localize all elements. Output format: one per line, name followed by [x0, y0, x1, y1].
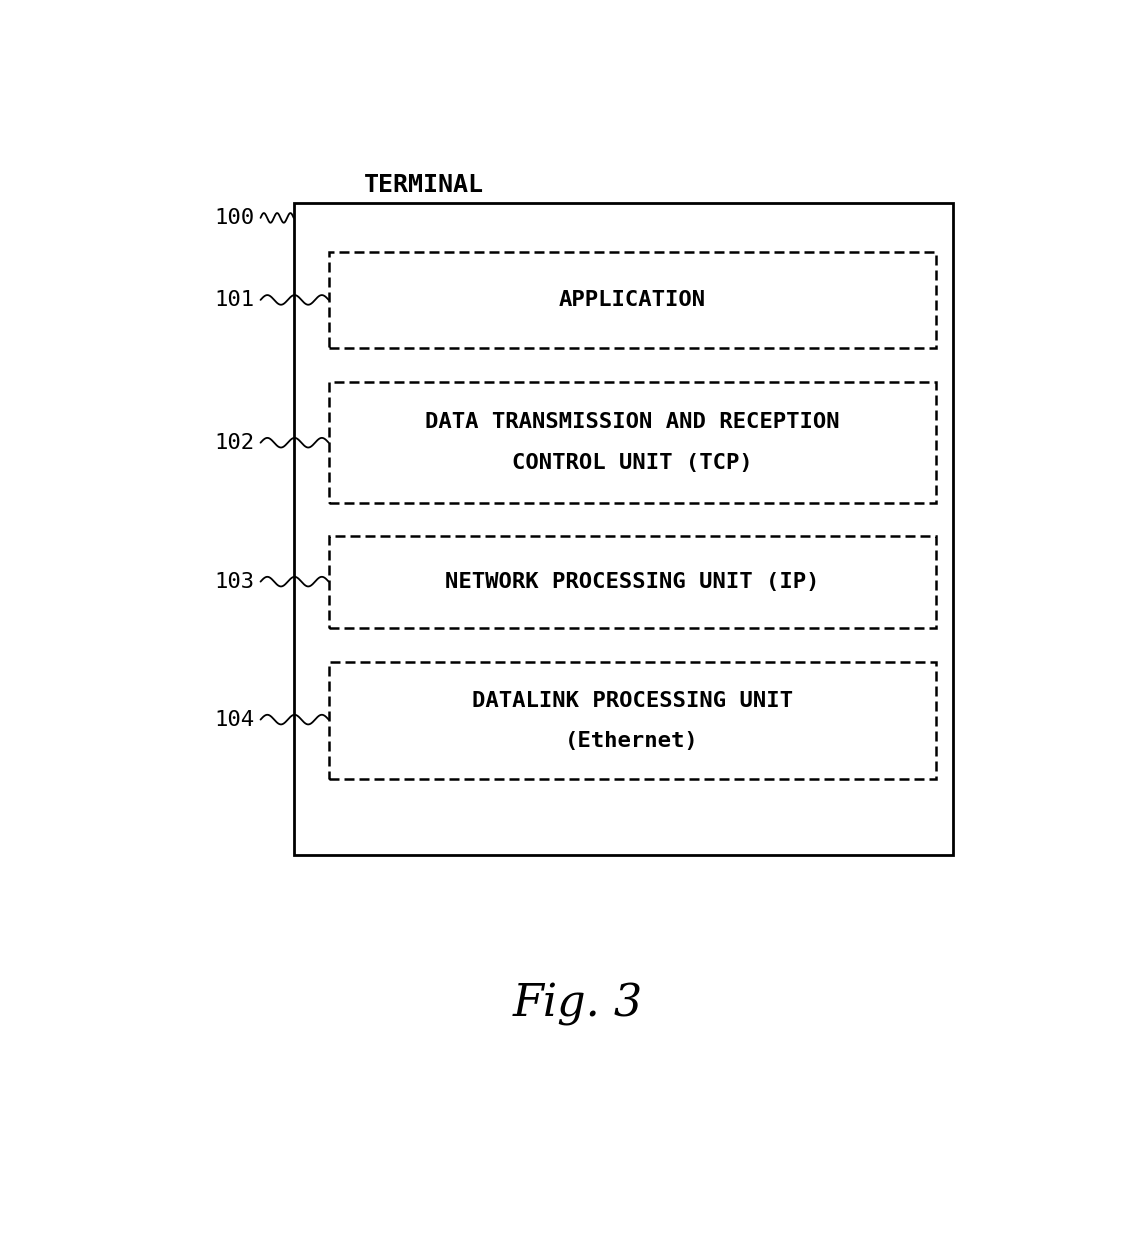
Text: 102: 102 — [214, 432, 255, 452]
Text: (Ethernet): (Ethernet) — [566, 730, 699, 751]
Text: NETWORK PROCESSING UNIT (IP): NETWORK PROCESSING UNIT (IP) — [445, 573, 819, 593]
Text: 100: 100 — [214, 208, 255, 228]
Text: 101: 101 — [214, 289, 255, 309]
Text: TERMINAL: TERMINAL — [364, 173, 483, 197]
Bar — [329, 382, 935, 502]
Text: DATALINK PROCESSING UNIT: DATALINK PROCESSING UNIT — [472, 690, 792, 710]
Bar — [294, 203, 953, 855]
Text: DATA TRANSMISSION AND RECEPTION: DATA TRANSMISSION AND RECEPTION — [425, 412, 840, 432]
Text: CONTROL UNIT (TCP): CONTROL UNIT (TCP) — [512, 452, 753, 472]
Bar — [329, 536, 935, 628]
Bar — [329, 252, 935, 348]
Text: 103: 103 — [214, 571, 255, 591]
Bar — [329, 662, 935, 779]
Text: APPLICATION: APPLICATION — [559, 289, 706, 309]
Text: Fig. 3: Fig. 3 — [513, 982, 642, 1026]
Text: 104: 104 — [214, 709, 255, 729]
